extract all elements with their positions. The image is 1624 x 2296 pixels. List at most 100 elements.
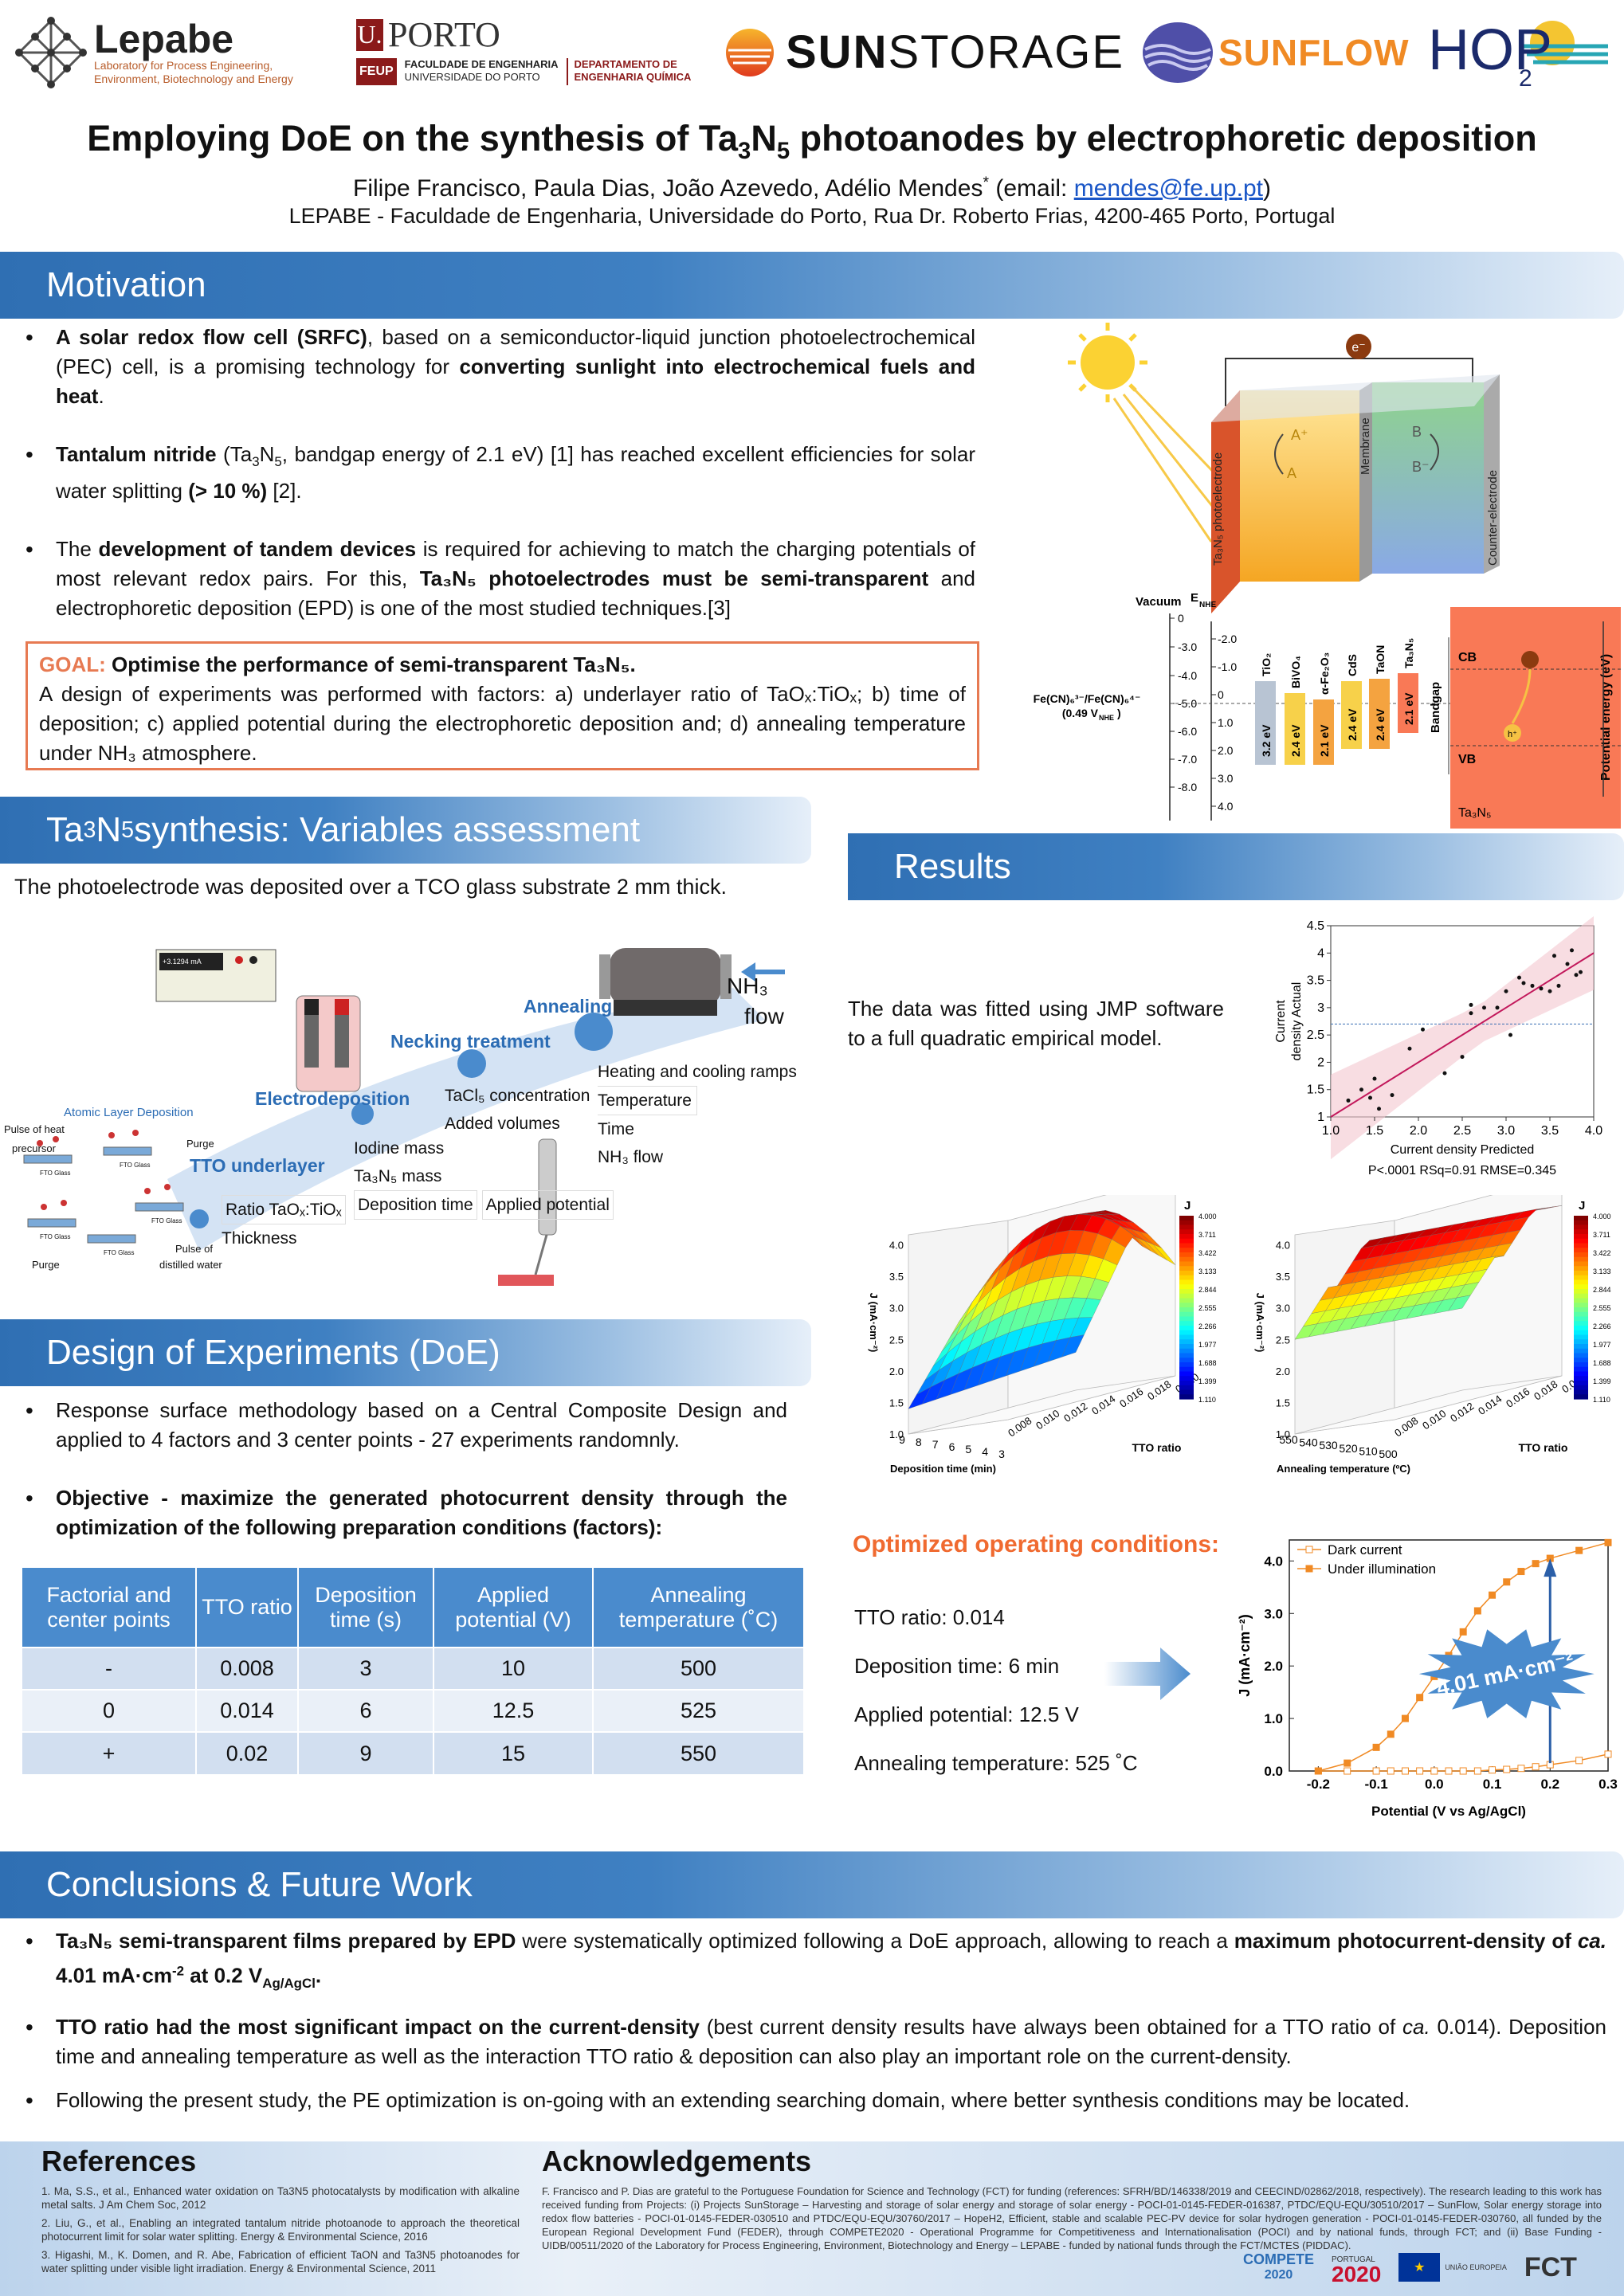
legend-swatch [1574, 1389, 1588, 1395]
table-cell: 9 [298, 1731, 434, 1774]
tto-variables: Ratio TaOₓ:TiOₓ Thickness [222, 1195, 346, 1252]
table-cell: + [22, 1731, 197, 1774]
legend-tick-label: 3.422 [1593, 1249, 1611, 1257]
legend-swatch [1574, 1224, 1588, 1230]
legend-swatch [1179, 1229, 1194, 1235]
result-badge [1418, 1629, 1595, 1718]
text: , based on a semiconductor-liquid juncti… [56, 325, 975, 378]
table-header: Annealing temperature (˚C) [593, 1568, 805, 1648]
legend-swatch [1179, 1376, 1194, 1381]
legend-tick-label: 1.977 [1198, 1341, 1217, 1349]
y-tick-label: 4 [1317, 946, 1324, 960]
scatter-point [1442, 1071, 1447, 1076]
acknowledgements-text: F. Francisco and P. Dias are grateful to… [542, 2185, 1602, 2251]
band-bar [1313, 699, 1334, 765]
electrodeposition-variables: Iodine mass Ta₃N₅ mass Deposition time A… [354, 1134, 614, 1220]
scatter-point [1504, 989, 1508, 993]
lepabe-lattice-icon [15, 16, 87, 88]
series-point [1459, 1767, 1467, 1775]
b-label: B [1412, 424, 1422, 440]
legend-swatch [1179, 1358, 1194, 1363]
chart-caption: P<.0001 RSq=0.91 RMSE=0.345 [1368, 1164, 1556, 1177]
footer-band [0, 2141, 1624, 2296]
sec-sub: 5 [121, 817, 135, 843]
text: is required for achieving to match the c… [56, 537, 975, 591]
scatter-point [1552, 954, 1556, 958]
legend-swatch [1574, 1275, 1588, 1281]
tick-label: -4.0 [1178, 669, 1197, 682]
legend-swatch [1179, 1334, 1194, 1340]
bandgap-label: Bandgap [1429, 682, 1442, 733]
motivation-bullet-3: The development of tandem devices is req… [22, 535, 975, 623]
x-tick-label: 3.5 [1541, 1124, 1559, 1138]
b-minus-label: B⁻ [1412, 459, 1430, 475]
x-tick-label: 8 [916, 1436, 922, 1448]
counter-electrode-label: Counter-electrode [1486, 470, 1500, 566]
variable-item: Time [598, 1120, 634, 1138]
tick-label: 1.0 [1218, 716, 1234, 729]
legend-swatch [1574, 1385, 1588, 1391]
tick-label: 0 [1178, 612, 1184, 625]
scatter-point [1579, 970, 1583, 974]
material-label: TaON [1374, 645, 1387, 674]
reference-item: 2. Liu, G., et al., Enabling an integrat… [41, 2217, 520, 2243]
dep-line2: ENGENHARIA QUÍMICA [574, 70, 692, 83]
text: 0.014). Deposition time and annealing te… [56, 2014, 1607, 2068]
eu-flag-icon: ★ [1398, 2253, 1441, 2282]
legend-tick-label: 1.977 [1593, 1341, 1611, 1349]
series-point [1416, 1767, 1424, 1775]
legend-swatch [1179, 1243, 1194, 1248]
series-point [1387, 1730, 1395, 1738]
series-point [1503, 1578, 1511, 1586]
uporto-name: PORTO [388, 15, 500, 54]
variable-item: Iodine mass [354, 1139, 445, 1158]
srfc-diagram: e⁻ A⁺ A B B⁻ Ta₃N₅ photoelectrode Membra… [1034, 323, 1621, 829]
feup-line1: FACULDADE DE ENGENHARIA [404, 58, 559, 70]
goal-label: GOAL: [39, 652, 106, 676]
goal-box: GOAL: Optimise the performance of semi-t… [25, 641, 979, 770]
tick-label: -8.0 [1178, 781, 1197, 793]
affiliation: LEPABE - Faculdade de Engenharia, Univer… [288, 204, 1336, 228]
legend-tick-label: 2.266 [1593, 1322, 1611, 1330]
ald-label: Atomic Layer Deposition [64, 1106, 194, 1119]
material-label: TiO₂ [1260, 653, 1273, 676]
z-tick-label: 1.5 [889, 1397, 904, 1409]
variable-item: TaCl₅ concentration [445, 1087, 590, 1105]
electrodeposition-heading: Electrodeposition [255, 1088, 410, 1109]
x-tick-label: -0.2 [1307, 1777, 1330, 1792]
colorbar-legend: J 4.000 3.711 3.422 3.133 2.844 2.555 2.266 1.97… [1574, 1199, 1611, 1404]
scatter-chart: 1.0 1.5 2.0 2.5 3.0 3.5 4.0 1 1.5 2 2.5 3 3.5 4 4.5 Cur… [1274, 916, 1602, 1177]
email-link[interactable]: mendes@fe.up.pt [1073, 175, 1263, 202]
legend-swatch [1574, 1266, 1588, 1271]
band-bar [1285, 693, 1305, 765]
fto-label-3: FTO Glass [40, 1233, 71, 1240]
text: The [56, 537, 99, 562]
potential-energy-label: Potential energy (eV) [1599, 654, 1613, 781]
legend-swatch [1574, 1261, 1588, 1267]
surface-patch [908, 1386, 932, 1409]
series-point [1575, 1757, 1583, 1765]
band-bar [1398, 673, 1418, 733]
redox-label-2: (0.49 V [1062, 707, 1099, 719]
flow-label: flow [744, 1004, 784, 1028]
text-bold: . [315, 1963, 322, 1988]
series-point [1372, 1767, 1380, 1775]
y-axis-label-2: density Actual [1290, 982, 1304, 1061]
x-axis-label: Potential (V vs Ag/AgCl) [1371, 1804, 1526, 1819]
text-bold: - maximize the generated photocurrent de… [56, 1486, 787, 1539]
table-header-row: Factorial and center points TTO ratio De… [22, 1568, 805, 1648]
tto-heading: TTO underlayer [190, 1155, 325, 1176]
text-bold: 4.01 mA·cm [56, 1963, 172, 1988]
z-axis-label: J (mA·cm⁻²) [868, 1293, 880, 1353]
doe-bullet-2: Objective - maximize the generated photo… [22, 1483, 787, 1542]
dep-line1: DEPARTAMENTO DE [574, 58, 677, 70]
necking-heading: Necking treatment [390, 1031, 551, 1052]
legend-swatch [1574, 1216, 1588, 1221]
y-tick-label: 2.0 [1264, 1659, 1283, 1674]
x-tick-label: -0.1 [1364, 1777, 1387, 1792]
scatter-point [1390, 1093, 1395, 1098]
x-tick-label: 2.0 [1410, 1124, 1427, 1138]
legend-swatch [1179, 1248, 1194, 1253]
tick-label: 3.0 [1218, 772, 1234, 785]
text-bold: converting sunlight into electrochemical… [56, 355, 975, 408]
